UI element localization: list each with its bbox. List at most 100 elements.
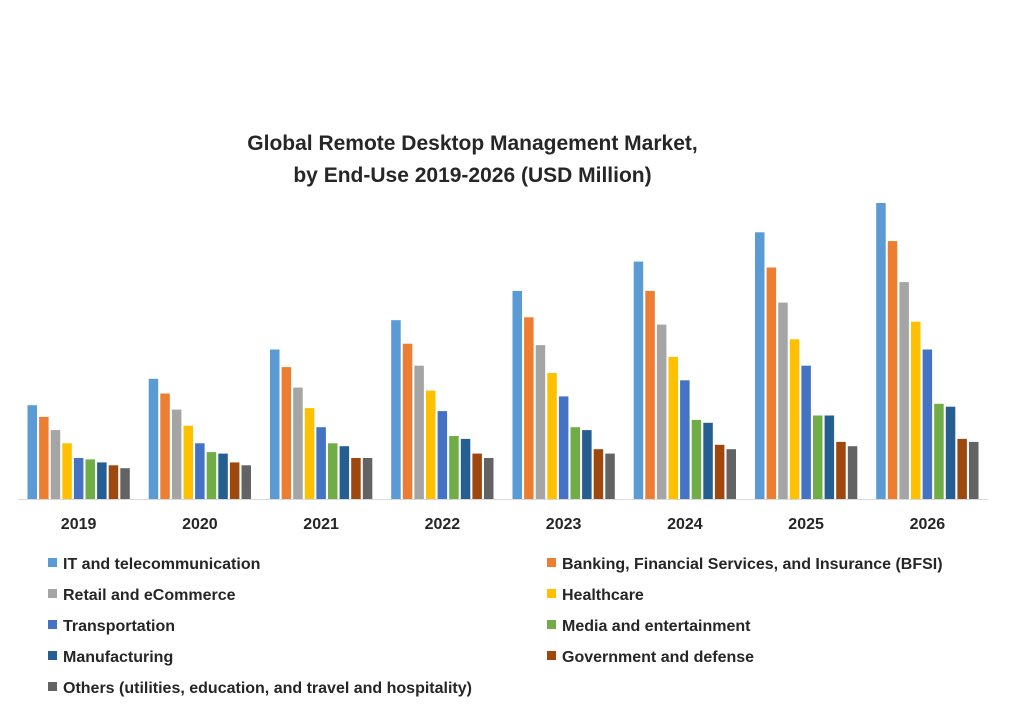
bar-2022-transportation: [437, 411, 448, 499]
bar-2024-media-and-entertainment: [691, 419, 702, 499]
bar-2022-healthcare: [426, 390, 436, 499]
bar-2020-transportation: [195, 443, 205, 499]
legend-label-others: Others (utilities, education, and travel…: [63, 680, 472, 697]
legend-item-it-telecom: IT and telecommunication: [48, 555, 260, 575]
bar-2026-government-and-defense: [957, 438, 967, 499]
bar-2025-healthcare: [789, 339, 800, 499]
bar-2026-banking-financial-services-and-insurance-bfsi: [887, 241, 898, 499]
bar-2021-transportation: [316, 427, 326, 499]
bar-2024-transportation: [680, 380, 690, 499]
legend-label-government: Government and defense: [562, 649, 755, 666]
bar-2021-others-utilities-education-and-travel-and-hospitality: [362, 458, 373, 499]
bar-2019-banking-financial-services-and-insurance-bfsi: [39, 416, 49, 499]
x-tick-label-2023: 2023: [546, 516, 582, 533]
bar-2023-it-and-telecommunication: [512, 290, 522, 499]
legend-item-healthcare: Healthcare: [547, 586, 644, 606]
bar-2026-transportation: [922, 349, 933, 499]
bar-2025-transportation: [801, 365, 811, 499]
bar-2025-media-and-entertainment: [813, 415, 823, 499]
legend-item-bfsi: Banking, Financial Services, and Insuran…: [547, 555, 943, 575]
legend-item-government: Government and defense: [547, 648, 754, 668]
bar-2025-banking-financial-services-and-insurance-bfsi: [766, 267, 777, 499]
legend-swatch-media: [547, 620, 556, 630]
bar-2020-retail-and-ecommerce: [171, 409, 182, 499]
bar-2020-others-utilities-education-and-travel-and-hospitality: [241, 465, 251, 499]
bar-2019-others-utilities-education-and-travel-and-hospitality: [120, 468, 130, 499]
bar-2021-banking-financial-services-and-insurance-bfsi: [281, 367, 292, 499]
bar-2022-government-and-defense: [472, 453, 482, 499]
bar-2021-it-and-telecommunication: [270, 349, 280, 499]
legend-swatch-transportation: [48, 620, 57, 630]
bar-2024-banking-financial-services-and-insurance-bfsi: [645, 290, 655, 499]
bar-2024-healthcare: [668, 356, 678, 499]
bar-2019-retail-and-ecommerce: [50, 430, 61, 499]
legend-item-others: Others (utilities, education, and travel…: [48, 679, 472, 699]
legend-item-media: Media and entertainment: [547, 617, 750, 637]
bar-2024-retail-and-ecommerce: [656, 324, 667, 499]
bar-2024-government-and-defense: [714, 444, 725, 499]
chart-title-line-2: by End-Use 2019-2026 (USD Million): [293, 164, 652, 187]
bar-2023-manufacturing: [582, 430, 592, 499]
bar-2019-media-and-entertainment: [85, 459, 95, 499]
bar-2020-government-and-defense: [229, 462, 240, 499]
x-tick-label-2020: 2020: [182, 516, 218, 533]
bar-2026-retail-and-ecommerce: [899, 282, 909, 499]
bar-2025-others-utilities-education-and-travel-and-hospitality: [847, 446, 858, 499]
bar-2019-healthcare: [62, 443, 72, 499]
bar-2021-healthcare: [304, 408, 315, 499]
legend-item-retail: Retail and eCommerce: [48, 586, 236, 606]
bar-2026-manufacturing: [945, 406, 956, 499]
bar-2019-transportation: [73, 458, 84, 499]
bar-2019-government-and-defense: [108, 465, 119, 499]
bar-2026-it-and-telecommunication: [876, 203, 886, 499]
bar-2023-transportation: [558, 396, 569, 499]
legend-label-healthcare: Healthcare: [562, 587, 644, 604]
legend-label-media: Media and entertainment: [562, 618, 751, 635]
bar-2026-healthcare: [911, 321, 921, 499]
bar-2022-others-utilities-education-and-travel-and-hospitality: [484, 458, 494, 499]
bar-2021-retail-and-ecommerce: [293, 387, 303, 499]
x-tick-label-2021: 2021: [303, 516, 339, 533]
bar-2025-government-and-defense: [836, 441, 846, 499]
bar-2023-media-and-entertainment: [570, 427, 580, 499]
bar-2023-retail-and-ecommerce: [535, 345, 546, 499]
bar-2021-government-and-defense: [351, 458, 361, 499]
bar-2025-it-and-telecommunication: [755, 232, 765, 500]
legend-label-manufacturing: Manufacturing: [63, 649, 174, 666]
bar-2025-retail-and-ecommerce: [778, 302, 788, 499]
legend-swatch-it-telecom: [48, 558, 57, 568]
bar-2023-healthcare: [547, 373, 557, 499]
bar-2020-it-and-telecommunication: [148, 378, 159, 499]
legend-swatch-others: [48, 682, 57, 692]
bar-2024-manufacturing: [703, 422, 713, 499]
legend-label-bfsi: Banking, Financial Services, and Insuran…: [562, 556, 943, 573]
chart-title: Global Remote Desktop Management Market,…: [0, 128, 945, 192]
bar-2022-banking-financial-services-and-insurance-bfsi: [402, 343, 413, 499]
chart-title-line-1: Global Remote Desktop Management Market,: [247, 132, 698, 155]
legend-swatch-retail: [48, 589, 57, 599]
legend-swatch-bfsi: [547, 558, 556, 568]
legend-label-retail: Retail and eCommerce: [63, 587, 236, 604]
bar-2024-others-utilities-education-and-travel-and-hospitality: [726, 449, 736, 499]
legend-swatch-healthcare: [547, 589, 556, 599]
legend-label-it-telecom: IT and telecommunication: [63, 556, 261, 573]
legend-item-transportation: Transportation: [48, 617, 175, 637]
bar-2020-manufacturing: [218, 453, 228, 499]
bar-2022-retail-and-ecommerce: [414, 365, 424, 499]
x-tick-label-2026: 2026: [910, 516, 946, 533]
bar-2024-it-and-telecommunication: [633, 261, 644, 499]
x-tick-label-2025: 2025: [788, 516, 824, 533]
bar-2021-manufacturing: [339, 446, 350, 499]
bar-chart-plot: 2019 2020 2021 2022 2023 2024 2025 2026: [18, 203, 988, 533]
x-tick-label-2019: 2019: [61, 516, 97, 533]
legend-swatch-government: [547, 651, 556, 661]
legend-item-manufacturing: Manufacturing: [48, 648, 173, 668]
legend-swatch-manufacturing: [48, 651, 57, 661]
bar-2020-media-and-entertainment: [206, 452, 217, 499]
bar-2020-banking-financial-services-and-insurance-bfsi: [160, 393, 170, 499]
bar-2026-media-and-entertainment: [934, 403, 944, 499]
bar-2021-media-and-entertainment: [328, 443, 338, 499]
bar-2022-it-and-telecommunication: [391, 320, 401, 499]
bar-2026-others-utilities-education-and-travel-and-hospitality: [969, 441, 979, 499]
bar-2023-banking-financial-services-and-insurance-bfsi: [524, 317, 534, 499]
